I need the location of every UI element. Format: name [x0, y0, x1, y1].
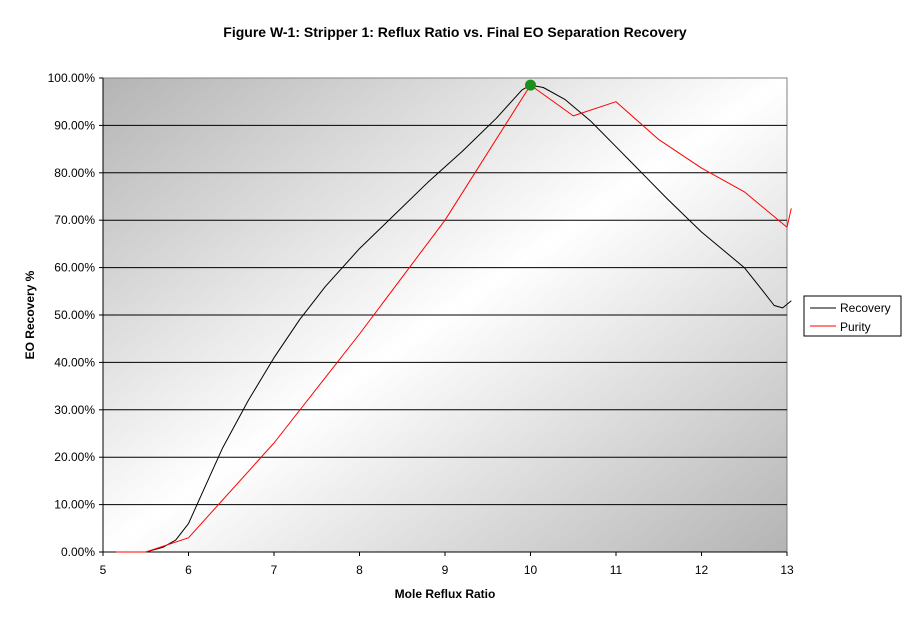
series-layer	[115, 79, 792, 553]
x-axis-ticks: 5 6 7 8 9 10 11 12 13	[100, 552, 794, 577]
y-tick-label: 0.00%	[61, 545, 95, 559]
y-tick-label: 100.00%	[48, 71, 96, 85]
y-axis-ticks: 0.00% 10.00% 20.00% 30.00% 40.00% 50.00% 60.00…	[48, 71, 103, 559]
y-tick-label: 40.00%	[54, 355, 95, 369]
x-tick-label: 10	[524, 563, 538, 577]
x-tick-label: 11	[610, 563, 623, 577]
x-axis-title: Mole Reflux Ratio	[395, 587, 496, 601]
y-tick-label: 20.00%	[54, 450, 95, 464]
y-tick-label: 10.00%	[54, 498, 95, 512]
legend-label-purity: Purity	[840, 320, 871, 334]
series-line-purity	[115, 84, 792, 553]
y-tick-label: 60.00%	[54, 261, 95, 275]
y-tick-label: 90.00%	[54, 118, 95, 132]
legend: Recovery Purity	[803, 295, 902, 337]
y-tick-label: 30.00%	[54, 403, 95, 417]
x-tick-label: 13	[780, 563, 794, 577]
legend-box	[803, 295, 902, 337]
x-tick-label: 7	[271, 563, 278, 577]
x-tick-label: 6	[185, 563, 192, 577]
y-axis-title: EO Recovery %	[23, 270, 37, 359]
x-tick-label: 12	[695, 563, 709, 577]
y-tick-label: 80.00%	[54, 166, 95, 180]
peak-marker	[525, 79, 536, 91]
legend-label-recovery: Recovery	[840, 301, 891, 315]
y-tick-label: 50.00%	[54, 308, 95, 322]
x-tick-label: 5	[100, 563, 107, 577]
y-tick-label: 70.00%	[54, 213, 95, 227]
series-line-recovery	[115, 84, 792, 553]
x-tick-label: 8	[356, 563, 363, 577]
grid	[103, 124, 787, 506]
chart-title: Figure W-1: Stripper 1: Reflux Ratio vs.…	[223, 24, 687, 40]
x-tick-label: 9	[442, 563, 449, 577]
